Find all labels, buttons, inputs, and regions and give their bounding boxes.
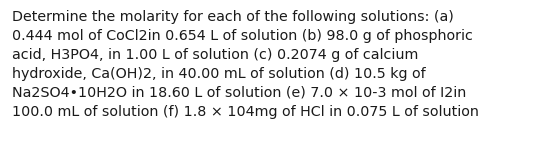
Text: Determine the molarity for each of the following solutions: (a)
0.444 mol of CoC: Determine the molarity for each of the f… — [12, 10, 479, 119]
